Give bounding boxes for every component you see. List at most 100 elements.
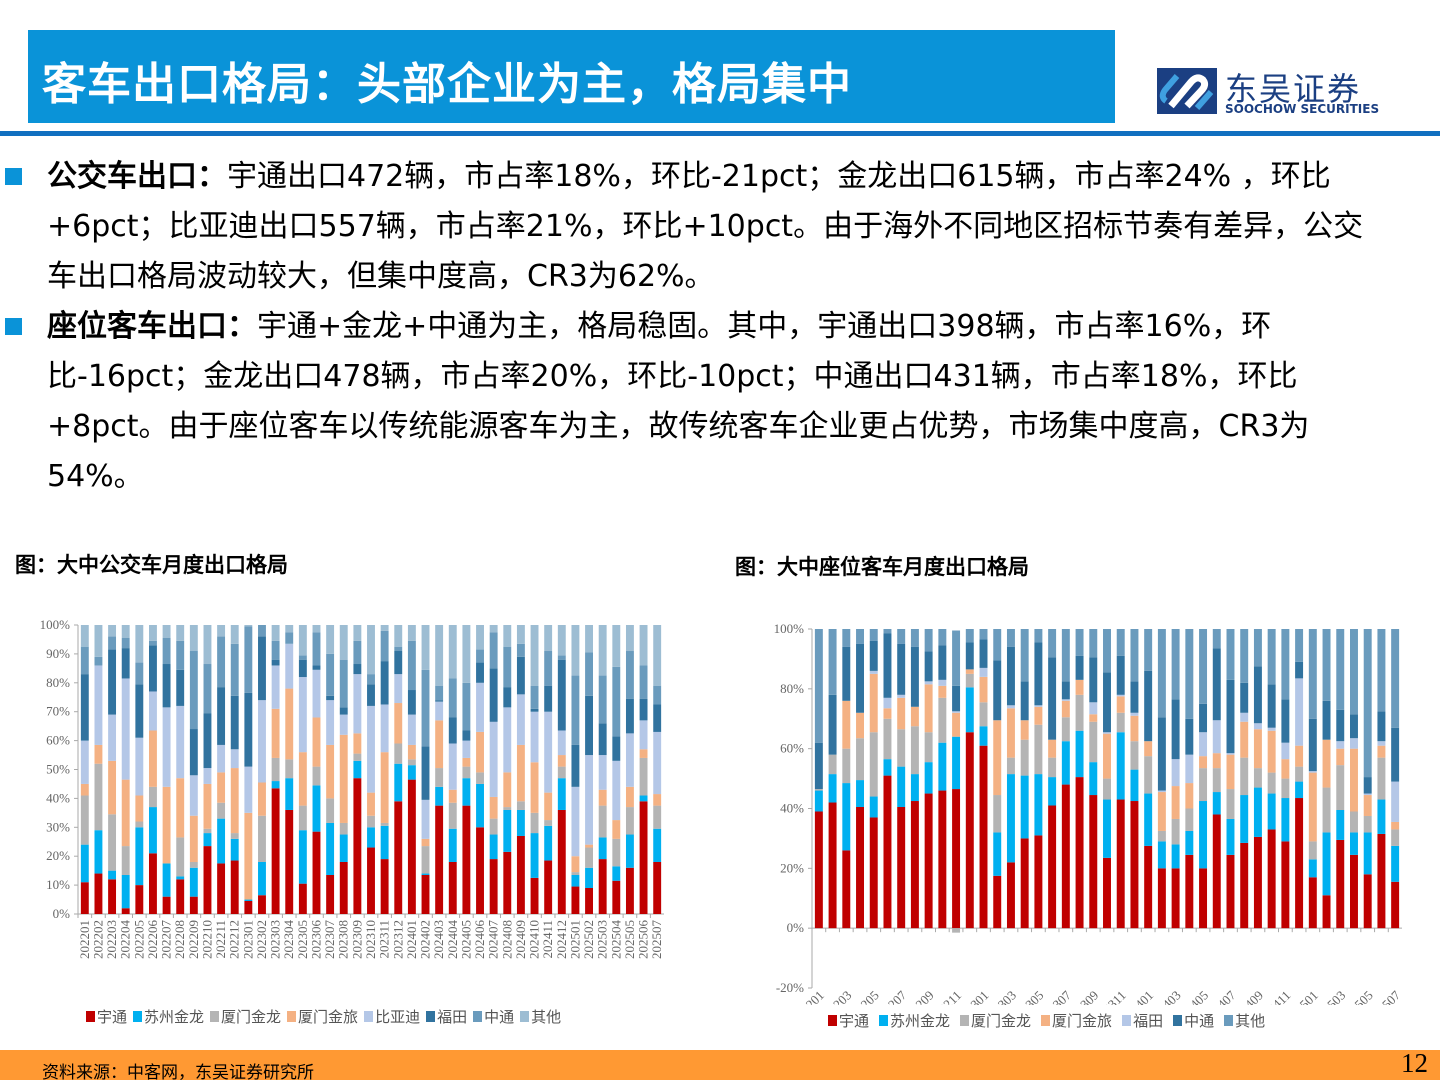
bar-segment-苏州金龙: 202207 苏州金龙 13.5% <box>897 766 906 808</box>
bar-segment-苏州金龙: 202205 苏州金龙 20% <box>135 827 144 886</box>
bar-segment-福田: 202208 福田 12.5% <box>176 669 185 706</box>
bar-segment-其他: 202308 其他 12% <box>339 625 348 660</box>
bar-segment-苏州金龙: 202202 苏州金龙 9.5% <box>828 774 837 803</box>
bar-segment-其他: 202404 其他 18.5% <box>448 625 457 679</box>
bar-segment-福田: 202501 福田 14.5% <box>571 744 580 787</box>
bar-segment-宇通: 202408 宇通 28.5% <box>1240 842 1249 929</box>
bar-segment-厦门金旅: 202210 厦门金旅 4% <box>938 685 947 698</box>
bar-segment-苏州金龙: 202307 苏州金龙 14.5% <box>1061 741 1070 785</box>
legend-swatch <box>520 1011 530 1022</box>
bar-segment-厦门金龙: 202502 厦门金龙 7% <box>585 847 593 868</box>
bar-segment-苏州金龙: 202302 苏州金龙 14.5% <box>993 832 1002 876</box>
bar-segment-宇通: 202309 宇通 47% <box>353 778 362 914</box>
bar-segment-其他: 202408 其他 7.5% <box>503 625 512 647</box>
bar-segment-宇通: 202409 宇通 27% <box>516 835 525 914</box>
bar-segment-厦门金龙: 202201 厦门金龙 17% <box>80 795 89 845</box>
bar-segment-中通: 202203 中通 4.5% <box>108 636 117 650</box>
bar-segment-厦门金龙: 202410 厦门金龙 7% <box>1267 772 1276 794</box>
bar-segment-其他: 202501 其他 30% <box>1308 629 1317 719</box>
page-title: 客车出口格局：头部企业为主，格局集中 <box>42 59 852 110</box>
bar-segment-其他: 202405 其他 25% <box>1199 629 1208 704</box>
x-tick-label: 202407 <box>486 920 501 960</box>
bar-segment-厦门金龙: 202407 厦门金龙 5.5% <box>489 818 498 835</box>
bar-segment-宇通: 202312 宇通 39% <box>394 801 403 914</box>
bar-segment-其他: 202206 其他 5.5% <box>149 625 157 641</box>
bar-segment-中通: 202202 中通 3% <box>94 656 103 666</box>
bullet-lead: 座位客车出口： <box>47 309 257 344</box>
bar-segment-厦门金旅: 202307 厦门金旅 5.5% <box>1061 700 1070 718</box>
bar-segment-其他: 202206 其他 1.5% <box>883 629 892 634</box>
bar-segment-其他: 202410 其他 18.5% <box>1267 629 1276 685</box>
bar-segment-苏州金龙: 202211 苏州金龙 17.5% <box>952 736 961 790</box>
bar-segment-中通: 202310 中通 20% <box>1103 672 1111 733</box>
bar-segment-厦门金龙: 202302 厦门金龙 16% <box>258 815 266 862</box>
page-number: 12 <box>1401 1048 1428 1078</box>
bar-segment-宇通: 202412 宇通 43.5% <box>1295 798 1304 929</box>
bar-segment-其他: 202403 其他 21% <box>435 625 444 686</box>
bar-segment-中通: 202407 中通 12.5% <box>489 632 498 669</box>
coach-export-chart: -20%0%20%40%60%80%100%202201 宇通 39%20220… <box>774 621 1404 1005</box>
bar-segment-厦门金旅: 202301 厦门金旅 8.5% <box>979 676 988 703</box>
bar-segment-比亚迪: 202409 比亚迪 17.5% <box>516 694 525 745</box>
bar-segment-苏州金龙: 202505 苏州金龙 11.5% <box>625 834 634 868</box>
bar-segment-其他: 202409 其他 12.5% <box>1253 629 1262 667</box>
bar-segment-宇通: 202506 宇通 39% <box>639 801 648 914</box>
bar-segment-福田: 202312 福田 1% <box>1130 712 1139 716</box>
bar-segment-比亚迪: 202303 比亚迪 15% <box>271 665 280 709</box>
bar-segment-厦门金旅: 202408 厦门金旅 12% <box>503 772 512 808</box>
legend-item: 苏州金龙 <box>133 1006 204 1027</box>
bar-segment-厦门金旅: 202312 厦门金旅 8.5% <box>1130 715 1139 742</box>
bar-segment-厦门金龙: 202503 厦门金龙 15% <box>1336 765 1345 810</box>
bar-segment-比亚迪: 202312 比亚迪 10% <box>394 674 403 704</box>
bar-segment-厦门金旅: 202402 厦门金旅 2.5% <box>421 838 430 847</box>
bar-segment-宇通: 202312 宇通 42.5% <box>1130 801 1139 929</box>
bar-segment-中通: 202503 中通 10.5% <box>1336 709 1345 742</box>
bar-segment-中通: 202208 中通 10% <box>176 640 185 670</box>
bar-segment-厦门金龙: 202412 厦门金龙 4% <box>557 766 566 779</box>
x-tick-label: 202201 <box>77 920 92 959</box>
bar-segment-比亚迪: 202209 比亚迪 14% <box>189 775 198 816</box>
bullet-text: 宇通出口472辆，市占率18%，环比-21pct；金龙出口615辆，市占率24%… <box>47 159 1364 294</box>
bar-segment-福田: 202505 福田 12% <box>625 698 634 734</box>
bar-segment-厦门金旅: 202203 厦门金旅 18.5% <box>108 760 117 815</box>
bar-segment-中通: 202411 中通 12% <box>544 651 553 686</box>
bar-segment-福田: 202301 福田 3% <box>979 667 988 677</box>
bar-segment-宇通: 202403 宇通 20% <box>1171 868 1180 929</box>
bar-segment-宇通: 202503 宇通 29.5% <box>1336 839 1345 929</box>
legend-swatch <box>828 1015 837 1026</box>
bar-segment-其他: 202408 其他 18% <box>1240 629 1249 683</box>
x-tick-label: 202501 <box>567 920 582 959</box>
bar-segment-中通: 202207 中通 9% <box>162 638 171 665</box>
bar-segment-其他: 202412 其他 11% <box>1295 629 1304 662</box>
bar-segment-其他: 202303 其他 6% <box>1006 629 1015 647</box>
y-tick-label: 100% <box>774 621 805 636</box>
bar-segment-苏州金龙: 202210 苏州金龙 16% <box>938 742 947 791</box>
bar-segment-中通: 202201 中通 9.5% <box>80 646 89 675</box>
y-tick-label: 0% <box>53 906 71 921</box>
bar-segment-厦门金旅: 202208 厦门金旅 6.5% <box>910 706 919 727</box>
chart-title-coach: 图：大中座位客车月度出口格局 <box>735 555 1029 579</box>
logo-cn: 东吴证券 <box>1225 70 1362 108</box>
bar-segment-福田: 202403 福田 0.5% <box>435 700 444 702</box>
bar-segment-苏州金龙: 202403 苏州金龙 6.5% <box>435 786 444 806</box>
bar-segment-福田: 202212 福田 18.5% <box>230 695 239 750</box>
bar-segment-福田: 202201 福田 23% <box>80 674 89 741</box>
bar-segment-宇通: 202403 宇通 37.5% <box>435 805 444 914</box>
bar-segment-其他: 202208 其他 6% <box>910 629 919 647</box>
x-tick-label: 202210 <box>199 920 214 959</box>
bar-segment-其他: 202403 其他 23.5% <box>1171 629 1180 700</box>
bar-segment-其他: 202307 其他 10% <box>326 625 335 654</box>
bar-segment-比亚迪: 202306 比亚迪 16.5% <box>312 669 321 718</box>
bar-segment-中通: 202406 中通 24% <box>1212 648 1221 721</box>
bar-segment-其他: 202503 其他 17.5% <box>598 625 607 676</box>
bar-segment-其他: 202411 其他 9% <box>544 625 553 652</box>
bar-segment-福田: 202505 福田 0.5% <box>1363 793 1372 796</box>
bar-segment-厦门金旅: 202209 厦门金旅 16% <box>189 815 198 862</box>
bar-segment-宇通: 202502 宇通 11% <box>1322 895 1331 929</box>
y-tick-label: 80% <box>46 675 70 690</box>
bar-segment-厦门金龙: 202504 厦门金龙 7% <box>1349 811 1358 833</box>
bullet-text: 宇通+金龙+中通为主，格局稳固。其中，宇通出口398辆，市占率16%，环比-16… <box>47 309 1310 494</box>
bar-segment-厦门金旅: 202412 厦门金旅 4% <box>557 755 566 767</box>
bar-segment-宇通: 202504 宇通 11.5% <box>612 880 621 914</box>
bar-segment-宇通: 202507 宇通 15.5% <box>1391 881 1400 929</box>
